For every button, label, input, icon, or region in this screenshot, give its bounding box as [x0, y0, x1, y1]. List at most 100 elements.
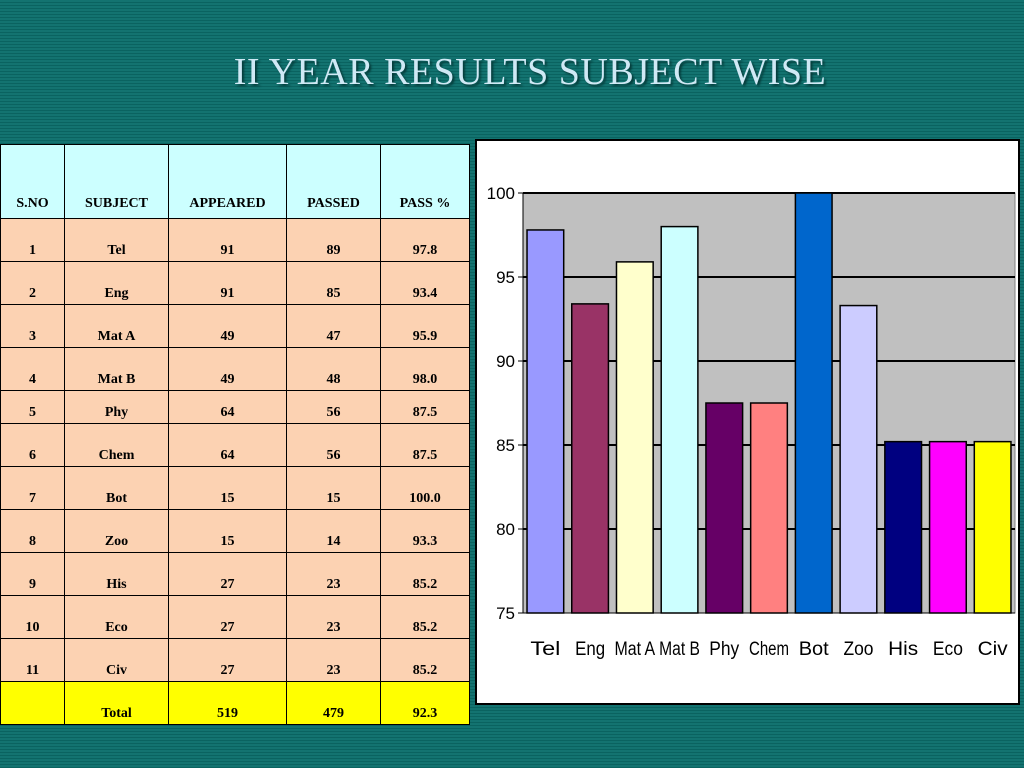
- pass-percent-chart: 75 80 85 90 95 100 Tel Eng Mat A Mat B Phy Chem Bot Z…: [475, 139, 1020, 705]
- table-row: 8 Zoo 15 14 93.3: [0, 509, 470, 553]
- bar-bot: [794, 192, 833, 614]
- results-table: S.NO SUBJECT APPEARED PASSED PASS % 1 Te…: [0, 144, 470, 725]
- header-pass-percent: PASS %: [380, 144, 470, 219]
- cell-subject: Civ: [64, 638, 169, 682]
- cell-sno: 1: [0, 218, 65, 262]
- cell-pass-percent: 93.4: [380, 261, 470, 305]
- cell-pass-percent: 87.5: [380, 390, 470, 424]
- cell-pass-percent: 85.2: [380, 595, 470, 639]
- x-tick-label: Chem: [749, 639, 789, 660]
- bar-his: [884, 440, 923, 614]
- cell-appeared: 64: [168, 423, 287, 467]
- cell-appeared: 49: [168, 347, 287, 391]
- total-sno: [0, 681, 65, 725]
- cell-subject: Mat B: [64, 347, 169, 391]
- x-tick-label: Eng: [575, 639, 605, 660]
- x-tick-label: Eco: [933, 639, 963, 660]
- cell-sno: 4: [0, 347, 65, 391]
- cell-appeared: 27: [168, 595, 287, 639]
- y-tick-label: 75: [496, 604, 515, 623]
- cell-sno: 6: [0, 423, 65, 467]
- bar-phy: [705, 402, 744, 614]
- bar-zoo: [839, 304, 878, 614]
- table-row: 2 Eng 91 85 93.4: [0, 261, 470, 305]
- cell-pass-percent: 85.2: [380, 552, 470, 596]
- table-row: 1 Tel 91 89 97.8: [0, 218, 470, 262]
- cell-passed: 47: [286, 304, 381, 348]
- bar-chem: [749, 402, 789, 614]
- cell-subject: Eco: [64, 595, 169, 639]
- cell-subject: Tel: [64, 218, 169, 262]
- cell-appeared: 27: [168, 638, 287, 682]
- cell-appeared: 91: [168, 218, 287, 262]
- cell-subject: Eng: [64, 261, 169, 305]
- total-label: Total: [64, 681, 169, 725]
- cell-passed: 15: [286, 466, 381, 510]
- cell-sno: 3: [0, 304, 65, 348]
- total-pass-percent: 92.3: [380, 681, 470, 725]
- header-subject: SUBJECT: [64, 144, 169, 219]
- x-tick-label: Mat B: [659, 639, 700, 660]
- cell-passed: 23: [286, 638, 381, 682]
- cell-sno: 8: [0, 509, 65, 553]
- cell-subject: Phy: [64, 390, 169, 424]
- table-row: 5 Phy 64 56 87.5: [0, 390, 470, 424]
- bar-eco: [928, 440, 967, 614]
- cell-sno: 7: [0, 466, 65, 510]
- cell-passed: 85: [286, 261, 381, 305]
- cell-passed: 23: [286, 552, 381, 596]
- table-row: 6 Chem 64 56 87.5: [0, 423, 470, 467]
- y-tick-label: 80: [496, 520, 515, 539]
- table-row: 4 Mat B 49 48 98.0: [0, 347, 470, 391]
- cell-appeared: 15: [168, 509, 287, 553]
- y-tick-label: 90: [496, 352, 515, 371]
- y-tick-label: 100: [487, 184, 515, 203]
- cell-pass-percent: 100.0: [380, 466, 470, 510]
- cell-pass-percent: 98.0: [380, 347, 470, 391]
- x-tick-label: Mat A: [614, 639, 655, 660]
- header-appeared: APPEARED: [168, 144, 287, 219]
- x-tick-label: His: [888, 639, 918, 660]
- table-row: 7 Bot 15 15 100.0: [0, 466, 470, 510]
- cell-passed: 14: [286, 509, 381, 553]
- cell-passed: 48: [286, 347, 381, 391]
- bar-civ: [973, 440, 1012, 614]
- x-tick-label: Phy: [709, 639, 739, 660]
- cell-passed: 23: [286, 595, 381, 639]
- table-row: 11 Civ 27 23 85.2: [0, 638, 470, 682]
- y-tick-label: 95: [496, 268, 515, 287]
- bar-eng: [571, 303, 610, 614]
- cell-sno: 10: [0, 595, 65, 639]
- cell-passed: 89: [286, 218, 381, 262]
- x-tick-label: Tel: [530, 639, 560, 660]
- x-tick-label: Civ: [978, 639, 1009, 660]
- cell-passed: 56: [286, 423, 381, 467]
- header-passed: PASSED: [286, 144, 381, 219]
- cell-subject: Mat A: [64, 304, 169, 348]
- cell-sno: 9: [0, 552, 65, 596]
- table-row: 9 His 27 23 85.2: [0, 552, 470, 596]
- cell-sno: 2: [0, 261, 65, 305]
- cell-appeared: 49: [168, 304, 287, 348]
- header-sno: S.NO: [0, 144, 65, 219]
- table-total-row: Total 519 479 92.3: [0, 681, 470, 725]
- cell-pass-percent: 93.3: [380, 509, 470, 553]
- cell-appeared: 64: [168, 390, 287, 424]
- cell-pass-percent: 87.5: [380, 423, 470, 467]
- total-passed: 479: [286, 681, 381, 725]
- total-appeared: 519: [168, 681, 287, 725]
- table-header-row: S.NO SUBJECT APPEARED PASSED PASS %: [0, 144, 470, 219]
- x-tick-label: Bot: [799, 639, 830, 660]
- y-tick-label: 85: [496, 436, 515, 455]
- cell-pass-percent: 85.2: [380, 638, 470, 682]
- cell-subject: Zoo: [64, 509, 169, 553]
- bar-tel: [526, 229, 565, 614]
- x-tick-label: Zoo: [843, 639, 873, 660]
- bar-chart-svg: 75 80 85 90 95 100 Tel Eng Mat A Mat B Phy Chem Bot Z…: [487, 184, 1016, 660]
- bar-mat-b: [660, 225, 699, 614]
- cell-subject: Chem: [64, 423, 169, 467]
- cell-subject: His: [64, 552, 169, 596]
- cell-sno: 5: [0, 390, 65, 424]
- table-row: 10 Eco 27 23 85.2: [0, 595, 470, 639]
- cell-pass-percent: 97.8: [380, 218, 470, 262]
